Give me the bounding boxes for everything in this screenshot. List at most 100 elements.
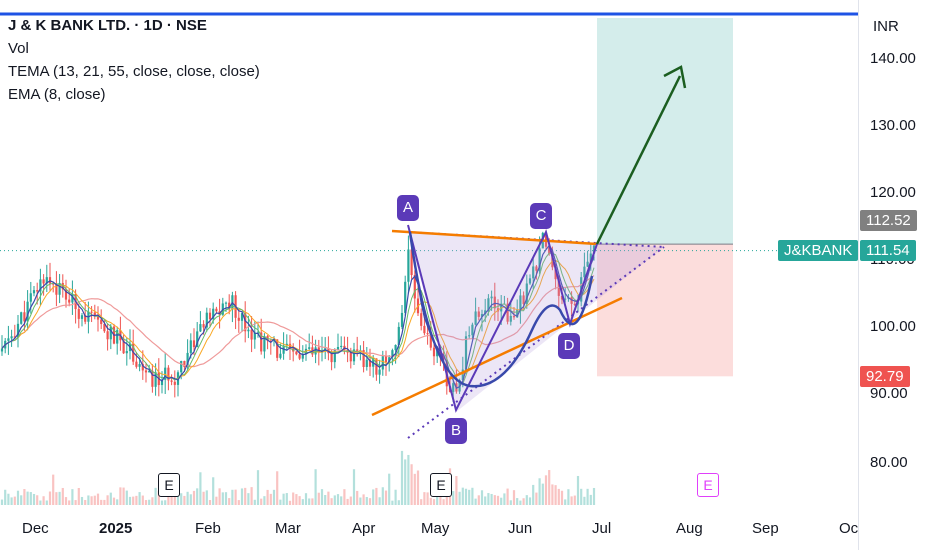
volume-bar xyxy=(474,498,477,505)
tema-slow-line xyxy=(1,275,595,368)
candle xyxy=(0,348,4,352)
pattern-point-d[interactable]: D xyxy=(558,333,580,359)
candle xyxy=(525,283,528,305)
price-axis[interactable] xyxy=(858,0,932,550)
volume-bar xyxy=(576,475,580,505)
volume-bar xyxy=(234,489,237,505)
volume-bar xyxy=(45,500,48,505)
price-tick: 90.00 xyxy=(870,385,908,402)
volume-bar xyxy=(64,497,68,505)
candle xyxy=(400,312,404,327)
time-label: Oc xyxy=(839,520,859,537)
symbol-tag: J&KBANK xyxy=(778,240,859,261)
volume-bar xyxy=(61,487,64,505)
price-tick: 100.00 xyxy=(870,318,916,335)
candle xyxy=(276,339,279,358)
volume-bar xyxy=(298,496,301,505)
candle xyxy=(490,296,493,299)
candle xyxy=(205,312,208,328)
volume-bar xyxy=(532,484,535,505)
candle xyxy=(64,289,68,300)
volume-bar xyxy=(128,496,132,505)
volume-bar xyxy=(71,489,74,505)
candle xyxy=(388,357,391,362)
symbol-title[interactable]: J & K BANK LTD. · 1D · NSE xyxy=(8,17,207,34)
candle xyxy=(509,315,512,322)
volume-bar xyxy=(381,487,384,505)
candle xyxy=(464,336,468,370)
candle xyxy=(29,293,32,302)
volume-bar xyxy=(260,498,263,505)
candle xyxy=(516,309,519,318)
candle xyxy=(480,314,484,317)
volume-bar xyxy=(519,500,522,505)
candle xyxy=(538,248,541,271)
candle xyxy=(295,351,298,355)
candle xyxy=(573,303,576,305)
volume-bar xyxy=(16,490,20,505)
volume-bar xyxy=(144,500,148,505)
candle xyxy=(106,331,109,340)
earnings-badge[interactable]: E xyxy=(158,473,180,497)
volume-bar xyxy=(7,493,10,505)
candle xyxy=(167,367,170,381)
volume-bar xyxy=(586,488,589,505)
volume-bar xyxy=(138,492,141,505)
price-chart[interactable] xyxy=(0,0,858,550)
volume-bar xyxy=(196,488,199,505)
candle xyxy=(10,336,13,339)
candle xyxy=(375,358,378,375)
candle xyxy=(442,355,445,360)
pattern-point-a[interactable]: A xyxy=(397,195,419,221)
volume-bar xyxy=(480,490,484,505)
candle xyxy=(260,332,263,352)
volume-bar xyxy=(80,496,84,505)
candle xyxy=(141,364,144,371)
candle xyxy=(330,353,333,363)
legend-ema[interactable]: EMA (8, close) xyxy=(8,86,106,103)
candle xyxy=(26,301,29,322)
volume-bar xyxy=(151,497,154,505)
volume-bar xyxy=(346,498,349,505)
candle xyxy=(180,360,183,373)
legend-vol[interactable]: Vol xyxy=(8,40,29,57)
volume-bar xyxy=(106,495,109,505)
candle xyxy=(32,290,36,294)
pattern-point-c[interactable]: C xyxy=(530,203,552,229)
candle xyxy=(512,315,516,318)
earnings-badge[interactable]: E xyxy=(430,473,452,497)
pattern-point-b[interactable]: B xyxy=(445,418,467,444)
candle xyxy=(365,359,368,367)
legend-tema[interactable]: TEMA (13, 21, 55, close, close, close) xyxy=(8,63,260,80)
candle xyxy=(138,364,141,367)
upcoming-earnings-badge[interactable]: E xyxy=(697,473,719,497)
candle xyxy=(253,332,256,340)
volume-bar xyxy=(423,492,426,505)
volume-bar xyxy=(288,500,292,505)
volume-bar xyxy=(100,499,103,505)
volume-bar xyxy=(93,495,96,505)
candle xyxy=(570,297,573,304)
volume-bar xyxy=(388,473,391,505)
volume-bar xyxy=(330,498,333,505)
volume-bar xyxy=(224,492,228,505)
volume-bar xyxy=(439,494,442,505)
volume-bar xyxy=(119,487,122,505)
volume-bar xyxy=(426,492,429,505)
candle xyxy=(308,347,311,349)
candle xyxy=(407,249,410,282)
volume-bar xyxy=(52,474,55,505)
candle xyxy=(381,356,384,370)
candle xyxy=(564,298,567,300)
currency-label[interactable]: INR xyxy=(873,18,899,35)
resistance-trendline xyxy=(391,229,598,246)
ema-line xyxy=(1,244,595,390)
candle xyxy=(183,360,186,367)
candle xyxy=(61,282,64,290)
volume-bar xyxy=(74,500,77,505)
volume-bar xyxy=(189,494,192,505)
volume-bar xyxy=(141,495,144,505)
volume-bar xyxy=(132,496,135,505)
volume-bar xyxy=(500,497,503,505)
